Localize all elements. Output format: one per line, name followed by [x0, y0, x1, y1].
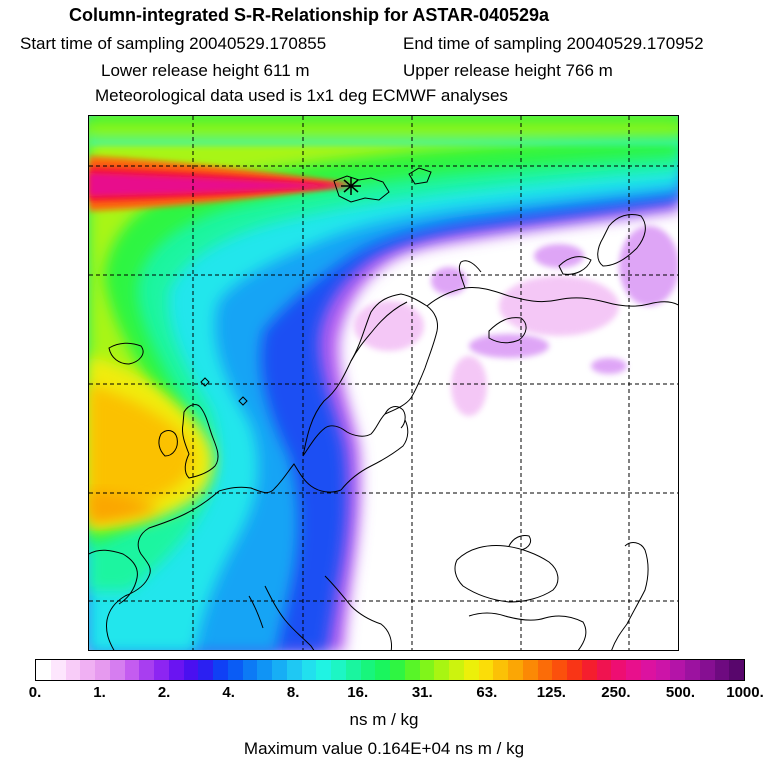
- color-scale-segment: [331, 660, 346, 680]
- color-scale-segment: [419, 660, 435, 680]
- color-scale-tick-label: 31.: [411, 684, 433, 701]
- color-scale-segment: [729, 660, 744, 680]
- sensitivity-map: [89, 116, 678, 650]
- color-scale-segment: [463, 660, 479, 680]
- color-scale-segment: [272, 660, 287, 680]
- color-scale-segment: [124, 660, 140, 680]
- color-scale-segment: [685, 660, 700, 680]
- end-time-label: End time of sampling 20040529.170952: [403, 34, 704, 53]
- color-scale-bar: [35, 659, 745, 681]
- color-scale-segment: [449, 660, 464, 680]
- color-scale-tick-label: 250.: [601, 684, 631, 701]
- color-scale-segment: [508, 660, 523, 680]
- color-scale-segment: [611, 660, 626, 680]
- color-scale-tick-label: 4.: [222, 684, 235, 701]
- color-scale-tick-label: 16.: [347, 684, 369, 701]
- color-scale-segment: [168, 660, 184, 680]
- color-scale-segment: [360, 660, 376, 680]
- upper-release-height-label: Upper release height 766 m: [403, 61, 613, 80]
- color-scale-segment: [154, 660, 169, 680]
- lower-release-height-label: Lower release height 611 m: [101, 61, 310, 80]
- color-scale-segment: [375, 660, 390, 680]
- color-scale-segment: [213, 660, 228, 680]
- color-scale-segment: [581, 660, 597, 680]
- release-site-star-icon: [341, 177, 361, 195]
- map-title: Column-integrated S-R-Relationship for A…: [69, 5, 550, 25]
- color-scale-segment: [670, 660, 685, 680]
- color-scale-segment: [699, 660, 715, 680]
- color-scale-segment: [50, 660, 66, 680]
- color-scale-units: ns m / kg: [349, 710, 419, 729]
- color-scale-segment: [567, 660, 582, 680]
- concentration-field: [89, 116, 678, 650]
- color-scale-segment: [493, 660, 508, 680]
- color-scale-segment: [404, 660, 420, 680]
- coastlines: [89, 167, 678, 650]
- graticule: [89, 116, 678, 650]
- color-scale-segment: [95, 660, 110, 680]
- meteorological-data-label: Meteorological data used is 1x1 deg ECMW…: [95, 86, 508, 105]
- maximum-value-label: Maximum value 0.164E+04 ns m / kg: [243, 739, 525, 758]
- color-scale-segment: [552, 660, 567, 680]
- color-scale-segment: [626, 660, 641, 680]
- color-scale-segment: [301, 660, 317, 680]
- color-scale-segment: [227, 660, 243, 680]
- color-scale-tick-label: 0.: [28, 684, 42, 701]
- color-scale-segment: [198, 660, 213, 680]
- map-panel: [88, 115, 679, 651]
- color-scale-segment: [109, 660, 125, 680]
- color-scale-tick-label: 500.: [665, 684, 696, 701]
- color-scale-segment: [316, 660, 331, 680]
- color-scale-tick-label: 8.: [286, 684, 300, 701]
- color-scale-segment: [390, 660, 405, 680]
- color-scale-segment: [80, 660, 95, 680]
- color-scale-tick-label: 63.: [476, 684, 498, 701]
- color-scale-segment: [139, 660, 154, 680]
- color-scale-segment: [257, 660, 272, 680]
- color-scale-segment: [65, 660, 81, 680]
- color-scale-segment: [345, 660, 361, 680]
- color-scale-tick-label: 2.: [157, 684, 171, 701]
- color-scale-segment: [596, 660, 612, 680]
- color-scale-segment: [478, 660, 494, 680]
- color-scale-segment: [434, 660, 449, 680]
- color-scale-tick-label: 1.: [93, 684, 106, 701]
- color-scale-segment: [36, 660, 51, 680]
- color-scale-tick-label: 125.: [536, 684, 566, 701]
- color-scale-segment: [183, 660, 199, 680]
- color-scale-segment: [640, 660, 656, 680]
- color-scale-segment: [714, 660, 730, 680]
- color-scale-tick-label: 1000.: [726, 684, 764, 701]
- color-scale-segment: [655, 660, 671, 680]
- color-scale-segment: [522, 660, 538, 680]
- color-scale-segment: [242, 660, 258, 680]
- start-time-label: Start time of sampling 20040529.170855: [20, 34, 327, 53]
- color-scale-segment: [286, 660, 302, 680]
- color-scale-segment: [537, 660, 553, 680]
